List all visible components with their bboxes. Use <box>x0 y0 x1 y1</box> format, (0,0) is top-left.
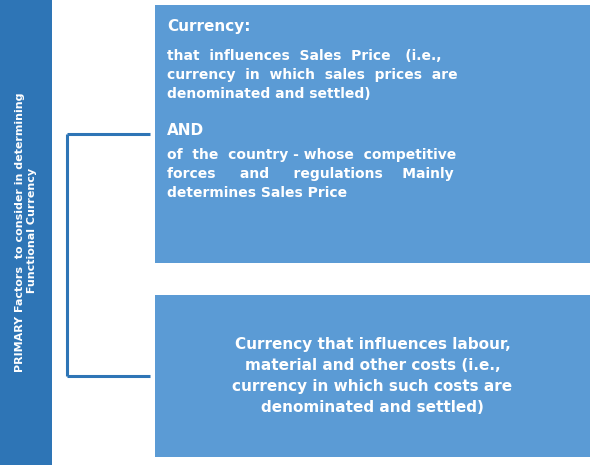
Text: Currency:: Currency: <box>167 19 251 34</box>
Text: PRIMARY Factors  to consider in determining
 Functional Currency: PRIMARY Factors to consider in determini… <box>15 93 37 372</box>
Text: of  the  country - whose  competitive
forces     and     regulations    Mainly
d: of the country - whose competitive force… <box>167 148 456 200</box>
Text: that  influences  Sales  Price   (i.e.,
currency  in  which  sales  prices  are
: that influences Sales Price (i.e., curre… <box>167 49 458 101</box>
Text: Currency that influences labour,
material and other costs (i.e.,
currency in whi: Currency that influences labour, materia… <box>232 337 512 415</box>
FancyBboxPatch shape <box>0 0 52 465</box>
FancyBboxPatch shape <box>155 5 590 263</box>
FancyBboxPatch shape <box>155 295 590 457</box>
Text: AND: AND <box>167 123 204 138</box>
